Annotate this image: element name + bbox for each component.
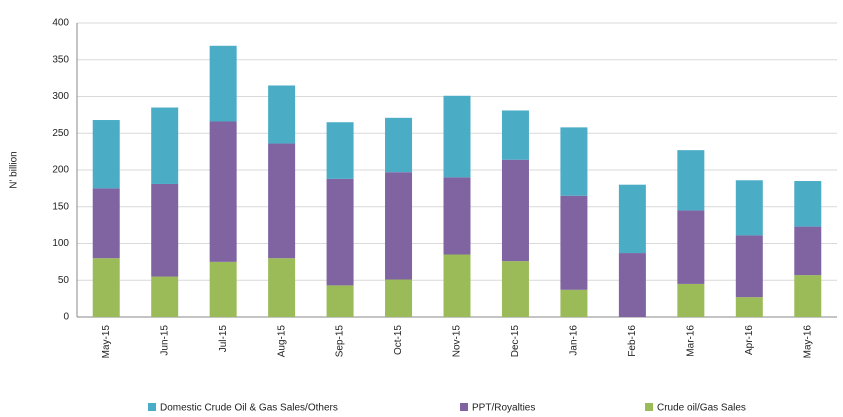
x-tick-label: May-16 — [802, 325, 813, 359]
bar-segment — [268, 143, 296, 259]
y-tick-label: 150 — [52, 201, 69, 212]
y-tick-label: 200 — [52, 165, 69, 176]
bar-segment — [92, 188, 120, 259]
legend-swatch — [460, 403, 468, 411]
bar-segment — [501, 159, 529, 262]
bar-segment — [443, 95, 471, 178]
x-tick-label: Apr-16 — [744, 325, 755, 355]
y-tick-label: 100 — [52, 238, 69, 249]
bar-segment — [92, 120, 120, 189]
bar-segment — [326, 285, 354, 317]
bar-segment — [151, 107, 179, 184]
bar-segment — [326, 178, 354, 286]
bar-segment — [501, 261, 529, 317]
x-tick-label: Jan-16 — [569, 325, 580, 356]
bar-segment — [735, 297, 763, 317]
y-tick-label: 300 — [52, 91, 69, 102]
x-tick-label: Sep-15 — [335, 325, 346, 358]
bar-segment — [326, 122, 354, 179]
legend-label: Crude oil/Gas Sales — [657, 403, 746, 414]
bar-segment — [677, 150, 705, 211]
bar-segment — [560, 127, 588, 196]
bar-segment — [268, 258, 296, 317]
x-tick-label: Mar-16 — [685, 325, 696, 357]
bar-segment — [151, 276, 179, 317]
legend-label: Domestic Crude Oil & Gas Sales/Others — [160, 403, 338, 414]
bar-segment — [209, 261, 237, 317]
bar-segment — [209, 45, 237, 122]
bar-segment — [385, 279, 413, 317]
bar-segment — [794, 226, 822, 276]
legend-label: PPT/Royalties — [472, 403, 535, 414]
y-tick-label: 350 — [52, 54, 69, 65]
bar-segment — [735, 235, 763, 298]
x-tick-label: Feb-16 — [627, 325, 638, 357]
y-tick-label: 0 — [63, 312, 69, 323]
legend-swatch — [148, 403, 156, 411]
x-tick-label: Jun-15 — [159, 325, 170, 356]
bar-segment — [618, 184, 646, 254]
x-tick-label: May-15 — [101, 325, 112, 359]
bar-segment — [209, 121, 237, 262]
bar-segment — [501, 110, 529, 160]
bar-segment — [385, 172, 413, 280]
bar-segment — [268, 85, 296, 144]
bar-segment — [560, 195, 588, 290]
y-tick-label: 400 — [52, 18, 69, 29]
bar-segment — [794, 181, 822, 227]
x-tick-label: Nov-15 — [452, 325, 463, 358]
bar-segment — [618, 253, 646, 317]
bar-segment — [677, 283, 705, 317]
bar-segment — [92, 258, 120, 317]
y-tick-label: 50 — [58, 275, 70, 286]
y-axis-label: N' billion — [9, 151, 20, 188]
y-tick-label: 250 — [52, 128, 69, 139]
bar-segment — [385, 117, 413, 173]
bar-segment — [151, 183, 179, 277]
bar-segment — [794, 275, 822, 317]
x-tick-label: Aug-15 — [276, 325, 287, 358]
bar-segment — [735, 180, 763, 236]
x-tick-label: Dec-15 — [510, 325, 521, 358]
x-tick-label: Jul-15 — [218, 325, 229, 353]
legend-swatch — [645, 403, 653, 411]
x-tick-label: Oct-15 — [393, 325, 404, 355]
bar-segment — [443, 254, 471, 317]
bar-segment — [560, 289, 588, 317]
bar-segment — [677, 210, 705, 284]
bar-segment — [443, 177, 471, 255]
